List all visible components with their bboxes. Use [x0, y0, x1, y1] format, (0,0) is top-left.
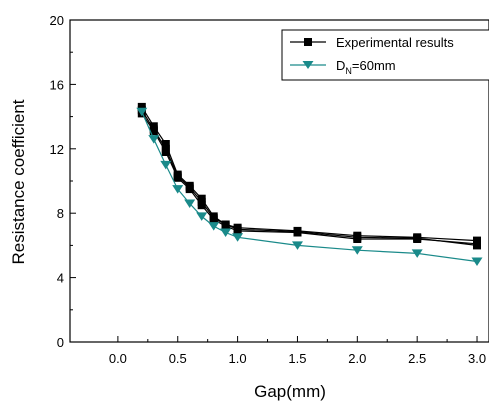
data-point — [196, 212, 208, 221]
x-tick-label: 0.5 — [169, 351, 187, 366]
data-point — [413, 234, 422, 243]
legend-label-dn60-sub: N — [345, 66, 352, 76]
legend: Experimental results DN=60mm — [281, 29, 489, 81]
data-point — [160, 160, 172, 170]
legend-label-dn60-rest: =60mm — [352, 58, 396, 73]
data-point — [184, 199, 196, 208]
legend-marker-experimental — [304, 38, 312, 46]
data-point — [232, 233, 244, 242]
y-tick-label: 16 — [50, 77, 64, 92]
x-tick-label: 2.5 — [408, 351, 426, 366]
series-0-line-1 — [141, 113, 478, 245]
x-tick-label: 1.0 — [229, 351, 247, 366]
data-point — [220, 228, 232, 237]
data-point — [161, 140, 170, 148]
data-point — [471, 257, 483, 266]
x-tick-label: 1.5 — [288, 351, 306, 366]
data-point — [185, 183, 194, 192]
data-point — [149, 125, 158, 134]
y-tick-label: 20 — [50, 13, 64, 28]
axis-ticks: 0.0 0.5 1.0 1.5 2.0 2.5 3.0 0 4 8 12 16 20 — [50, 13, 487, 366]
legend-label-dn60: DN=60mm — [336, 58, 396, 76]
series-0 — [137, 102, 481, 250]
y-tick-label: 12 — [50, 142, 64, 157]
data-point — [411, 249, 423, 258]
series-layer — [136, 102, 483, 266]
legend-marker-dn60 — [302, 61, 314, 69]
x-tick-label: 2.0 — [348, 351, 366, 366]
data-point — [473, 241, 481, 250]
y-axis-title: Resistance coefficient — [9, 99, 28, 264]
data-point — [293, 227, 302, 236]
data-point — [221, 220, 230, 229]
data-point — [353, 233, 362, 242]
y-tick-label: 0 — [57, 335, 64, 350]
x-tick-label: 0.0 — [109, 351, 127, 366]
data-point — [136, 107, 148, 117]
data-point — [161, 144, 170, 153]
series-1 — [136, 107, 483, 266]
data-point — [172, 185, 184, 194]
x-tick-label: 3.0 — [468, 351, 486, 366]
data-point — [208, 222, 220, 231]
legend-entry-dn60: DN=60mm — [290, 58, 396, 76]
legend-entry-experimental: Experimental results — [290, 35, 454, 50]
data-point — [351, 246, 363, 255]
y-tick-label: 8 — [57, 206, 64, 221]
legend-label-dn60-main: D — [336, 58, 345, 73]
series-0-line-2 — [141, 109, 478, 246]
data-point — [197, 197, 206, 206]
data-point — [148, 135, 160, 144]
data-point — [292, 241, 303, 250]
series-0-line-0 — [141, 106, 478, 242]
legend-box — [281, 29, 489, 81]
data-point — [233, 225, 242, 234]
legend-label-experimental: Experimental results — [336, 35, 454, 50]
data-point — [173, 172, 182, 181]
y-tick-label: 4 — [57, 271, 64, 286]
data-point — [209, 214, 218, 222]
x-axis-title: Gap(mm) — [254, 382, 326, 401]
